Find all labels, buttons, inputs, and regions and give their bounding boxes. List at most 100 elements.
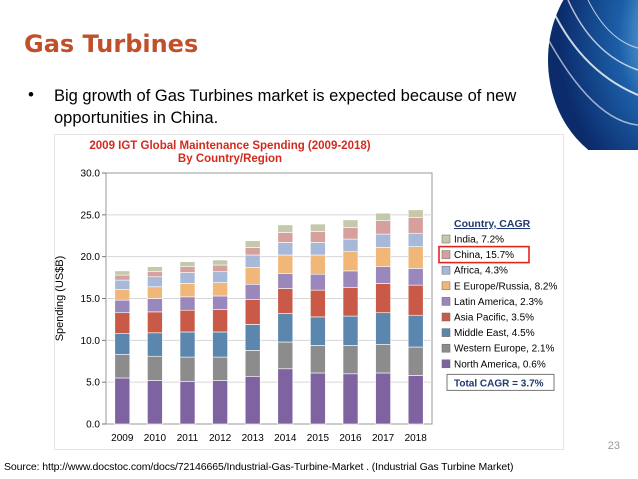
bar-segment [375,312,391,345]
legend-swatch [441,328,451,337]
bar-segment [179,356,196,382]
bar-segment [375,247,391,268]
bar-segment [310,254,326,275]
bar-segment [147,311,163,334]
bar-segment [407,375,424,425]
bar-segment [342,373,359,425]
bar-segment [375,233,391,248]
bar-segment [342,270,359,288]
bar-segment [114,312,131,334]
bar-segment [179,266,196,273]
bar-segment [212,259,228,266]
bar-segment [407,232,424,247]
legend-swatch [441,250,451,259]
decorative-swirl [508,0,638,150]
y-tick-label: 20.0 [81,252,101,263]
x-tick-label: 2009 [111,433,134,444]
bar-segment [114,377,131,425]
bar-segment [147,286,163,299]
x-tick-label: 2018 [405,433,428,444]
bar-segment [342,315,359,346]
bar-segment [244,240,261,248]
bar-segment [114,354,131,379]
total-cagr-box [446,373,555,391]
bar-segment [375,266,391,284]
legend-highlight-box [438,245,530,264]
bar-segment [244,299,261,325]
bar-segment [277,368,294,425]
legend-item: India, 7.2% [454,235,504,246]
legend-swatch [441,312,451,322]
bar-segment [342,345,359,375]
legend-item: China, 15.7% [454,250,514,261]
x-tick-label: 2016 [339,433,362,444]
bar-segment [310,273,326,291]
bar-segment [114,333,131,355]
bar-segment [310,242,326,256]
bar-segment [179,296,196,311]
bar-segment [212,309,228,333]
bar-segment [179,309,196,333]
chart-title: 2009 IGT Global Maintenance Spending (20… [89,140,371,152]
bar-segment [277,232,294,243]
bar-segment [407,346,424,376]
bar-segment [147,271,163,278]
bar-segment [147,332,163,357]
page-number: 23 [607,440,620,452]
bar-segment [244,283,261,300]
bar-segment [179,261,196,268]
legend-swatch [441,297,451,306]
y-tick-label: 0.0 [86,420,100,431]
x-tick-label: 2010 [144,433,167,444]
y-tick-label: 30.0 [81,169,101,180]
legend-item: Western Europe, 2.1% [454,344,555,355]
x-tick-label: 2015 [307,433,330,444]
legend-swatch [441,359,451,369]
chart-subtitle: By Country/Region [177,153,283,165]
bar-segment [277,254,294,274]
bar-segment [277,341,294,370]
bar-segment [407,268,424,286]
bar-segment [310,231,326,243]
bar-segment [310,316,326,346]
legend-item: Latin America, 2.3% [454,297,543,308]
bar-segment [310,289,326,318]
bar-segment [244,376,261,425]
bar-segment [244,267,261,285]
bar-segment [244,247,261,256]
legend-swatch [441,343,451,353]
bar-segment [179,283,196,298]
y-tick-label: 10.0 [81,336,101,347]
bar-segment [277,242,294,256]
bar-segment [179,272,196,284]
bullet-marker: • [28,85,34,104]
bar-segment [147,266,163,273]
bar-segment [114,288,131,301]
bar-segment [310,372,326,425]
bar-segment [375,372,391,425]
bar-segment [147,298,163,313]
bar-segment [342,287,359,317]
bar-segment [212,264,228,273]
bar-segment [277,288,294,314]
bar-segment [277,313,294,343]
x-tick-label: 2013 [242,433,265,444]
y-axis-label: Spending (US$B) [54,256,66,342]
x-tick-label: 2012 [209,433,232,444]
legend-swatch [441,265,451,275]
bar-segment [375,344,391,374]
bar-segment [179,381,196,425]
bar-segment [277,224,294,233]
bar-segment [375,220,391,235]
bar-segment [244,254,261,268]
total-cagr-label: Total CAGR = 3.7% [454,378,544,389]
legend-title: Country, CAGR [454,218,531,230]
bar-segment [212,271,228,283]
bar-segment [407,209,424,218]
bar-segment [342,219,359,228]
bar-segment [114,279,131,290]
bar-segment [342,227,359,240]
bar-segment [212,295,228,310]
bar-segment [244,350,261,377]
